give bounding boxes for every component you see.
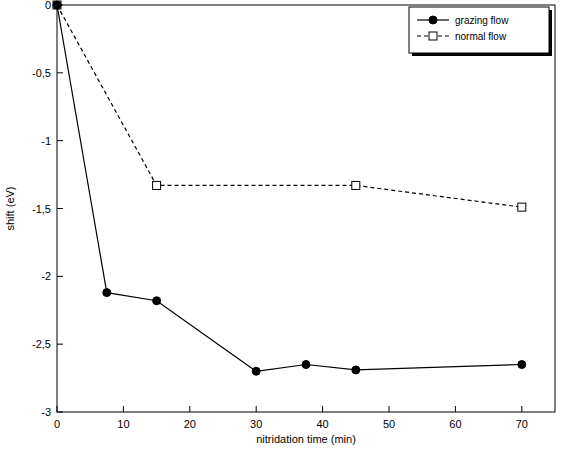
x-tick xyxy=(389,406,390,412)
data-point xyxy=(352,366,360,374)
y-tick xyxy=(57,412,63,413)
x-tick-label: 50 xyxy=(383,418,395,430)
data-point xyxy=(518,203,526,211)
y-tick xyxy=(57,208,63,209)
x-tick xyxy=(256,406,257,412)
legend: grazing flow normal flow xyxy=(409,7,552,56)
y-tick-label: -0,5 xyxy=(32,67,51,79)
chart: 0 10 20 30 40 50 60 70 0 -0,5 -1 -1,5 -2 -2,5 -3 nitrid… xyxy=(0,0,564,450)
data-group xyxy=(53,1,526,375)
y-tick-label: 0 xyxy=(45,0,51,11)
x-tick xyxy=(123,406,124,412)
y-tick-label: -1 xyxy=(41,135,51,147)
x-tick-label: 20 xyxy=(184,418,196,430)
x-tick xyxy=(455,406,456,412)
data-point xyxy=(153,181,161,189)
y-tick xyxy=(57,72,63,73)
x-tick xyxy=(57,406,58,412)
y-tick-label: -1,5 xyxy=(32,203,51,215)
data-point xyxy=(352,181,360,189)
data-point xyxy=(153,297,161,305)
data-point xyxy=(302,361,310,369)
x-tick-label: 70 xyxy=(516,418,528,430)
data-point xyxy=(103,289,111,297)
y-tick xyxy=(57,276,63,277)
data-point xyxy=(518,361,526,369)
legend-label: grazing flow xyxy=(455,15,509,26)
plot-frame xyxy=(57,5,555,412)
y-axis-label: shift (eV) xyxy=(4,186,16,230)
y-tick-label: -3 xyxy=(41,406,51,418)
y-tick-label: -2,5 xyxy=(32,338,51,350)
legend-marker xyxy=(429,16,437,24)
x-tick xyxy=(322,406,323,412)
series-line xyxy=(57,5,522,371)
x-tick-label: 30 xyxy=(250,418,262,430)
data-point xyxy=(252,367,260,375)
x-tick-label: 60 xyxy=(449,418,461,430)
y-tick-label: -2 xyxy=(41,270,51,282)
y-tick xyxy=(57,344,63,345)
legend-label: normal flow xyxy=(455,31,507,42)
x-tick-label: 40 xyxy=(316,418,328,430)
y-tick xyxy=(57,140,63,141)
x-tick-label: 0 xyxy=(54,418,60,430)
data-point xyxy=(53,1,61,9)
x-axis-label: nitridation time (min) xyxy=(256,433,356,445)
x-tick xyxy=(189,406,190,412)
x-tick-label: 10 xyxy=(117,418,129,430)
data-point xyxy=(53,1,61,9)
x-tick xyxy=(521,406,522,412)
legend-marker xyxy=(429,32,437,40)
